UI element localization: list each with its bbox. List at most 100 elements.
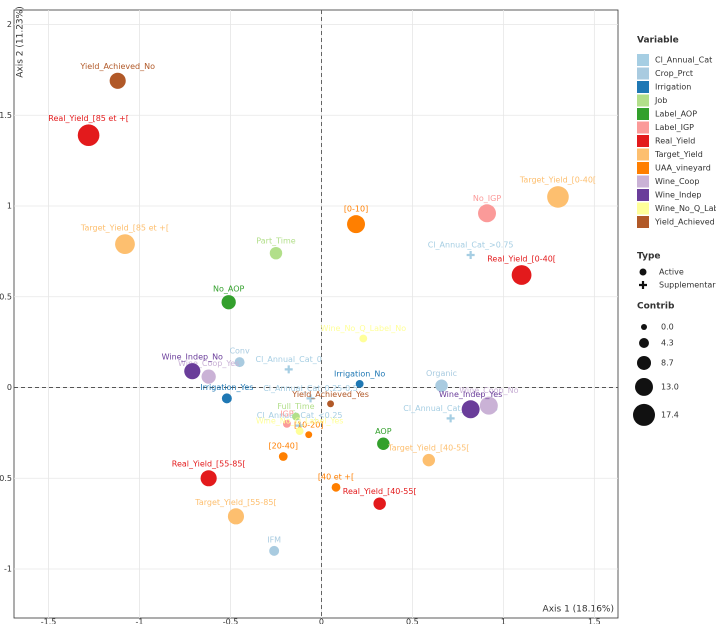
point-label: Part_Time [256, 236, 295, 245]
legend-label: Irrigation [655, 83, 691, 92]
legend-swatch [637, 121, 649, 134]
y-tick-label: 0.5 [0, 292, 12, 301]
point [461, 400, 480, 419]
point [373, 497, 386, 510]
point-label: Cl_Annual_Cat_0 [256, 355, 322, 364]
point [435, 379, 448, 392]
point [269, 246, 283, 260]
size-legend-marker [632, 403, 656, 426]
size-legend-label: 8.7 [661, 358, 674, 367]
legend-label: Target_Yield [654, 150, 703, 159]
x-tick-label: 0.5 [406, 618, 419, 625]
point-label: No_AOP [213, 285, 245, 294]
point-label: Real_Yield_[85 et +[ [48, 114, 129, 123]
legend-label: UAA_vineyard [655, 164, 711, 173]
point-label: IFM [267, 535, 281, 544]
legend-label: Label_IGP [655, 123, 694, 132]
point-label: Yield_Achieved_Yes [291, 390, 369, 399]
point [109, 72, 126, 89]
point [355, 379, 364, 388]
x-tick-label: -0.5 [223, 618, 239, 625]
point [282, 419, 291, 428]
y-axis-title: Axis 2 (11.23%) [16, 6, 26, 77]
point [331, 482, 341, 492]
point [466, 251, 475, 260]
point-label: Wine_No_Q_Label_No [321, 324, 407, 333]
y-tick-label: 1 [7, 202, 12, 211]
y-tick-label: 0 [7, 383, 12, 392]
legend-swatch [637, 175, 649, 188]
point-label: Target_Yield_[40-55[ [387, 443, 469, 452]
point-label: Target_Yield_[55-85[ [194, 498, 276, 507]
size-legend-title: Contrib [637, 302, 675, 312]
point [201, 369, 216, 384]
point [327, 400, 335, 408]
size-legend-label: 13.0 [661, 382, 679, 391]
legend-swatch [637, 108, 649, 120]
size-legend-label: 17.4 [661, 410, 679, 419]
point-label: Irrigation_No [334, 369, 385, 378]
type-legend-label: Active [659, 268, 684, 277]
point-label: [10-20] [294, 421, 324, 430]
size-legend-marker [641, 324, 647, 330]
point [200, 470, 217, 487]
point-label: Target_Yield_[0-40[ [519, 176, 596, 185]
point-label: IGP [280, 409, 294, 418]
point [347, 215, 366, 234]
type-legend-label: Supplementary [659, 281, 716, 290]
point [77, 124, 100, 147]
type-legend-marker [639, 281, 647, 289]
point-label: Cl_Annual_Cat_>0.75 [428, 241, 514, 250]
point-label: [20-40] [269, 442, 299, 451]
point [478, 204, 496, 223]
y-tick-label: 1.5 [0, 111, 12, 120]
point-label: Real_Yield_[55-85[ [172, 460, 246, 469]
point-label: Wine_Coop_No [459, 386, 518, 395]
point [305, 431, 313, 439]
legend-swatch [637, 94, 649, 107]
x-tick-label: -1.5 [41, 618, 57, 625]
point-label: Wine_Indep_No [162, 353, 223, 362]
x-tick-label: 0 [319, 618, 324, 625]
legend-swatch [637, 135, 649, 147]
point [359, 334, 368, 343]
x-tick-label: -1 [136, 618, 144, 625]
point [547, 186, 569, 208]
point [221, 393, 232, 404]
point [377, 437, 390, 450]
legend-label: Label_AOP [655, 110, 697, 119]
point [221, 295, 236, 310]
legend-swatch [637, 202, 649, 215]
point-label: Cl_Annual_Cat_0.25-0.5 [263, 384, 358, 393]
point [479, 396, 498, 415]
size-legend-label: 0.0 [661, 323, 674, 332]
point [292, 412, 300, 421]
legend-label: Yield_Achieved [654, 218, 715, 227]
point-label: Organic [426, 369, 457, 378]
legend-label: Wine_Coop [655, 177, 699, 186]
point-label: Conv [229, 347, 250, 356]
legend-swatch [637, 148, 649, 161]
point-label: Real_Yield_[0-40[ [487, 255, 556, 264]
point-label: AOP [375, 427, 392, 436]
legend-swatch [637, 81, 649, 93]
legend-label: Real_Yield [655, 137, 695, 146]
legend-swatch [637, 189, 649, 201]
point [227, 508, 245, 525]
size-legend-marker [639, 338, 649, 348]
x-tick-label: 1.5 [588, 618, 601, 625]
point [422, 453, 436, 467]
point [284, 365, 293, 374]
point-label: Irrigation_Yes [200, 383, 253, 392]
legend-label: Wine_No_Q_Label [655, 204, 716, 213]
legend-swatch [637, 67, 649, 80]
point-label: [40 et +[ [318, 472, 354, 481]
point-label: Wine_Indep_Yes [439, 390, 502, 399]
point-label: [0-10] [344, 205, 368, 214]
point-label: Full_Time [277, 402, 314, 411]
point [269, 545, 280, 556]
point [234, 357, 245, 368]
legend-label: Cl_Annual_Cat [655, 56, 712, 65]
legend-swatch [637, 54, 649, 66]
x-tick-label: 1 [501, 618, 506, 625]
